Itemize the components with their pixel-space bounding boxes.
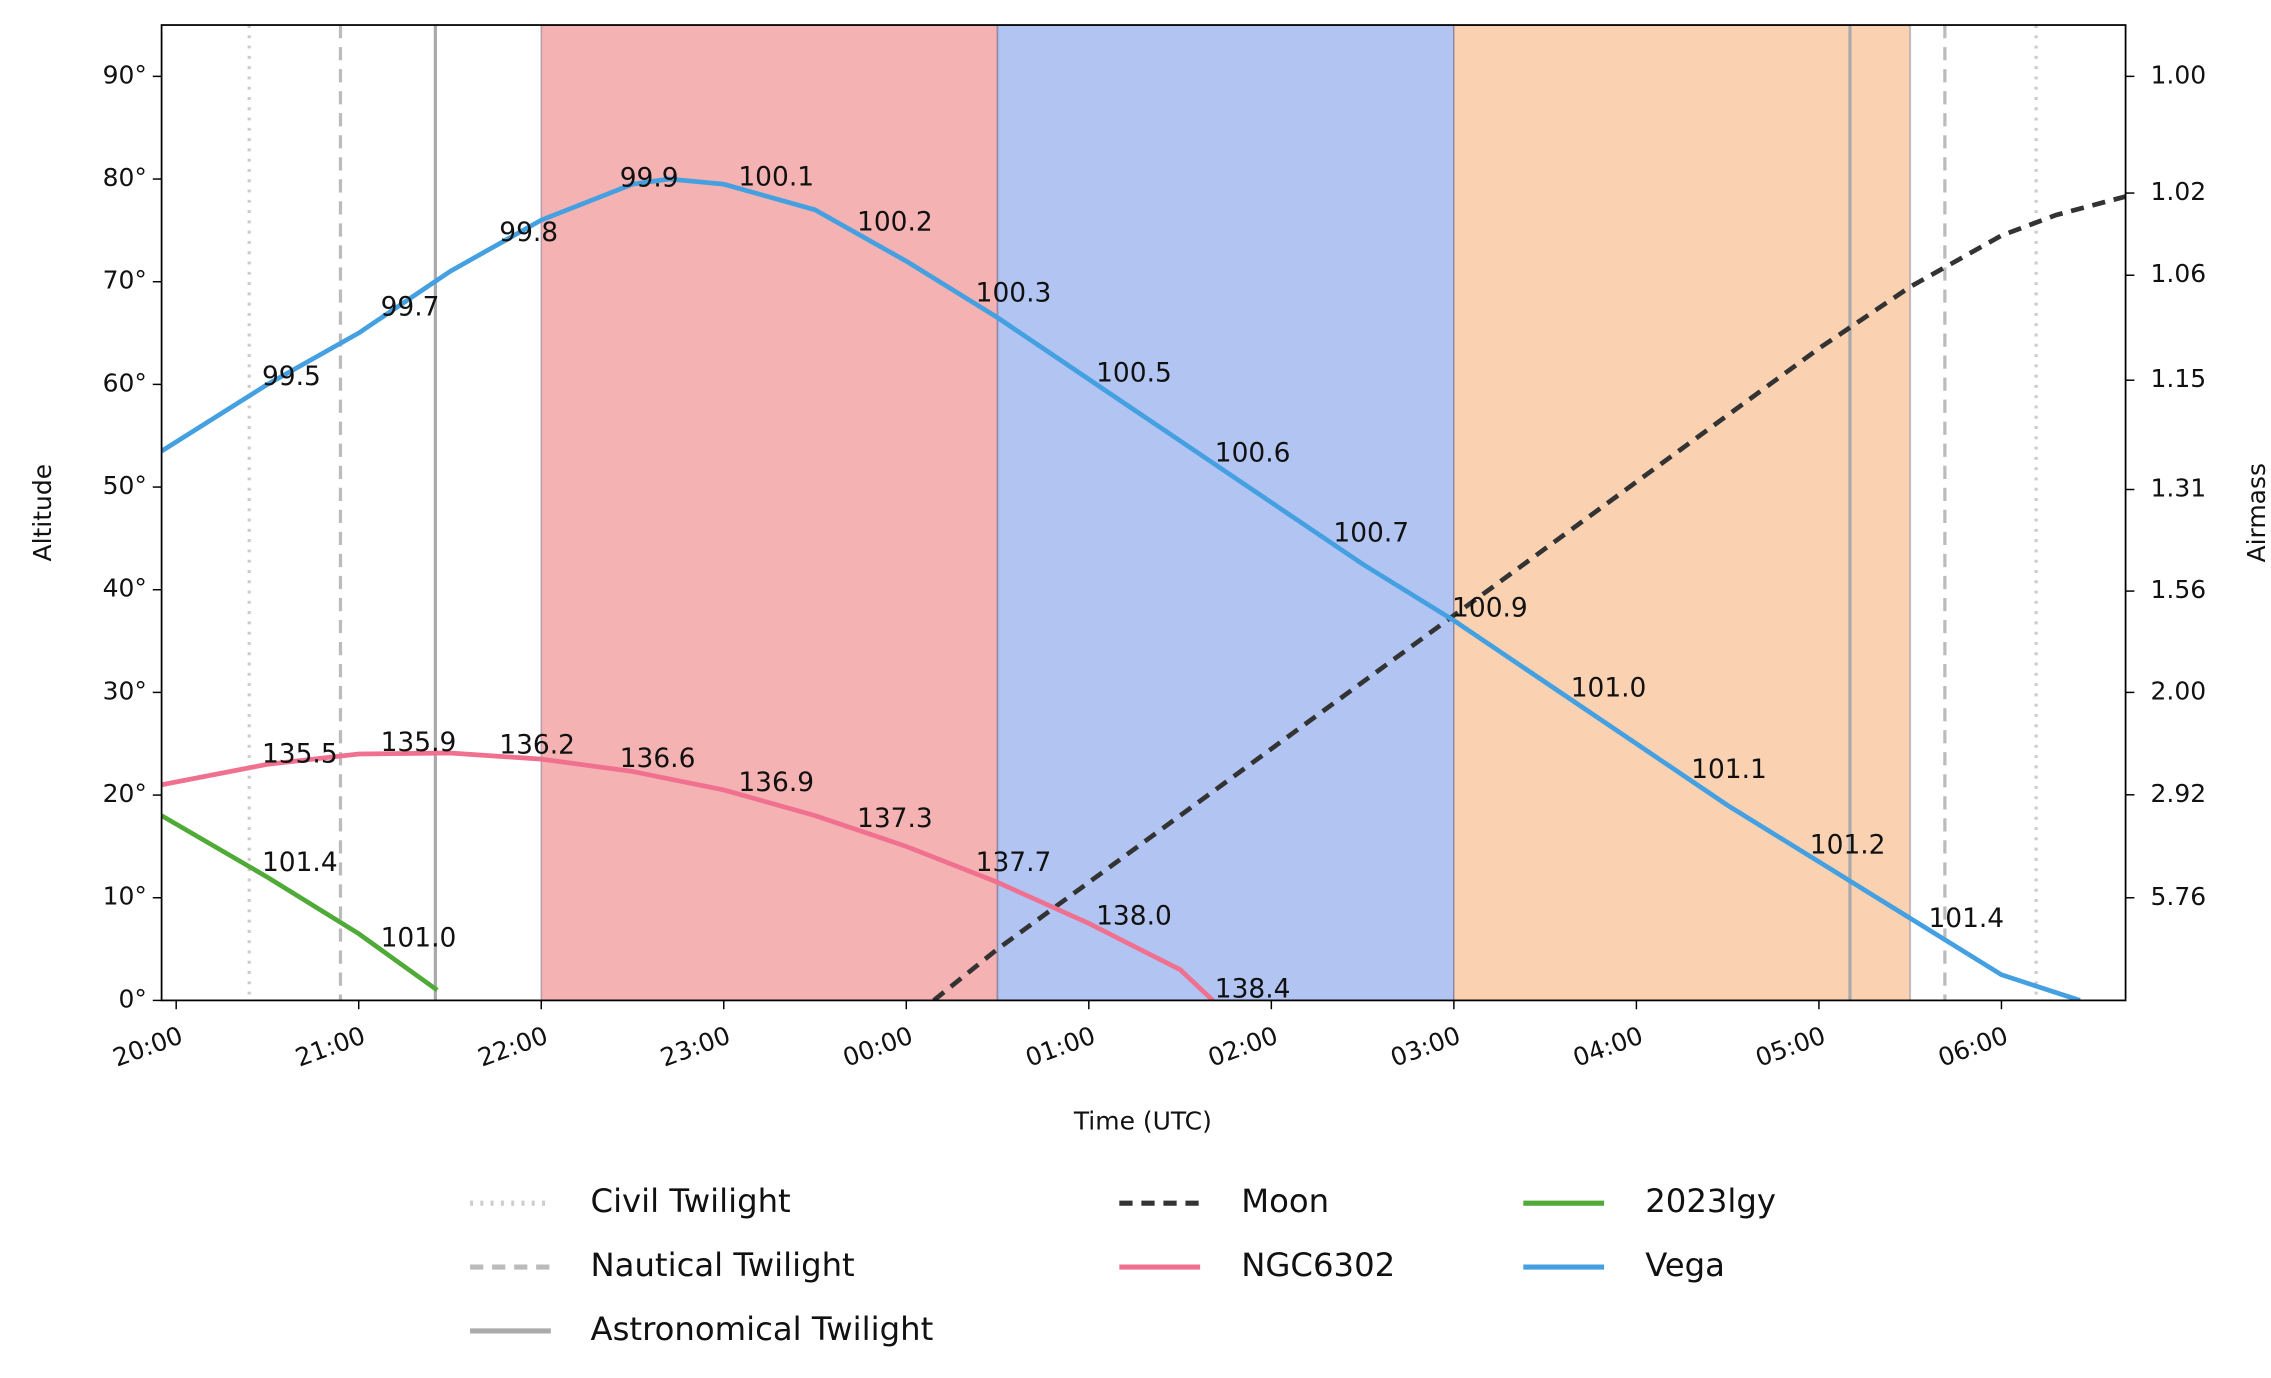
y2-tick-label: 2.00 [2151, 676, 2207, 705]
point-label: 100.2 [857, 207, 933, 238]
series-line [161, 750, 1215, 1001]
point-label: 100.3 [976, 277, 1052, 308]
y-tick-label: 70° [103, 266, 147, 295]
x-tick-label: 05:00 [1752, 1021, 1830, 1073]
y-tick-label: 90° [103, 60, 147, 89]
legend-label: Vega [1645, 1246, 1725, 1284]
y-tick-label: 30° [103, 676, 147, 705]
point-label: 137.3 [857, 803, 933, 834]
point-label: 135.5 [262, 739, 338, 770]
x-tick-label: 22:00 [474, 1021, 552, 1073]
point-label: 100.1 [738, 161, 814, 192]
point-label: 99.5 [262, 361, 321, 392]
y2-tick-label: 1.02 [2151, 177, 2207, 206]
point-label: 136.9 [738, 767, 814, 798]
y2-axis-label: Airmass [2242, 463, 2271, 562]
y-tick-label: 60° [103, 368, 147, 397]
point-label: 100.9 [1452, 593, 1528, 624]
y-tick-label: 80° [103, 163, 147, 192]
span [996, 25, 1455, 1001]
y-tick-label: 0° [119, 984, 147, 1013]
legend-label: NGC6302 [1241, 1246, 1395, 1284]
point-label: 101.0 [1571, 673, 1647, 704]
point-label: 135.9 [381, 727, 457, 758]
x-tick-label: 00:00 [839, 1021, 917, 1073]
point-label: 136.2 [499, 730, 575, 761]
point-label: 99.8 [499, 217, 558, 248]
x-tick-label: 03:00 [1387, 1021, 1465, 1073]
y-tick-label: 20° [103, 779, 147, 808]
point-label: 100.7 [1333, 518, 1409, 549]
legend-label: Nautical Twilight [591, 1246, 855, 1284]
point-label: 99.9 [620, 162, 679, 193]
y-tick-label: 40° [103, 574, 147, 603]
y-tick-label: 50° [103, 471, 147, 500]
point-label: 136.6 [620, 743, 696, 774]
point-label: 101.4 [262, 847, 338, 878]
series-line [932, 194, 2126, 1001]
series-line [161, 176, 2081, 1001]
x-tick-label: 23:00 [657, 1021, 735, 1073]
y2-tick-label: 1.00 [2151, 60, 2207, 89]
point-label: 99.7 [381, 291, 440, 322]
point-label: 101.2 [1810, 829, 1886, 860]
x-tick-label: 01:00 [1022, 1021, 1100, 1073]
point-label: 101.1 [1691, 754, 1767, 785]
point-label: 101.4 [1928, 903, 2004, 934]
lines [161, 25, 2126, 1001]
legend-label: 2023lgy [1645, 1182, 1776, 1220]
point-label: 137.7 [976, 847, 1052, 878]
y-axis-label: Altitude [28, 464, 57, 562]
y2-tick-label: 1.56 [2151, 575, 2207, 604]
y2-tick-label: 1.15 [2151, 364, 2207, 393]
legend-label: Astronomical Twilight [591, 1310, 934, 1348]
legend-label: Civil Twilight [591, 1182, 791, 1220]
y2-tick-label: 2.92 [2151, 779, 2207, 808]
x-tick-label: 06:00 [1934, 1021, 2012, 1073]
point-label: 100.5 [1096, 357, 1172, 388]
x-tick-label: 02:00 [1204, 1021, 1282, 1073]
point-label: 138.4 [1215, 974, 1291, 1005]
legend-label: Moon [1241, 1182, 1329, 1220]
y2-tick-label: 5.76 [2151, 882, 2207, 911]
y2-tick-label: 1.06 [2151, 259, 2207, 288]
x-tick-label: 21:00 [291, 1021, 369, 1073]
x-tick-label: 04:00 [1569, 1021, 1647, 1073]
spans [540, 25, 1912, 1001]
x-axis-label: Time (UTC) [1073, 1106, 1212, 1135]
point-label: 100.6 [1215, 437, 1291, 468]
y2-tick-label: 1.31 [2151, 474, 2207, 503]
series-line [161, 813, 439, 993]
span [1452, 25, 1912, 1001]
plot-frame [160, 24, 2127, 1002]
span [540, 25, 999, 1001]
point-label: 138.0 [1096, 900, 1172, 931]
point-label: 101.0 [381, 923, 457, 954]
y-tick-label: 10° [103, 882, 147, 911]
x-tick-label: 20:00 [109, 1021, 187, 1073]
